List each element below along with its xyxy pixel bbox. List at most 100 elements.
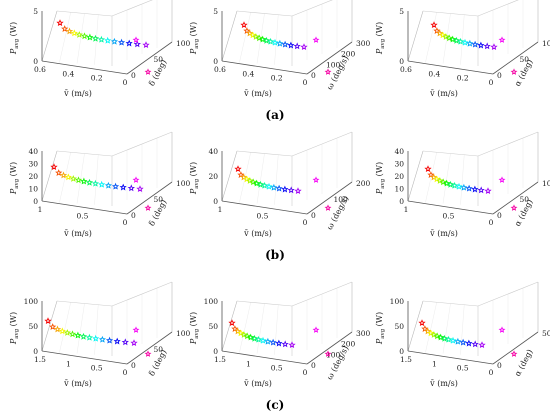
grid-line: [274, 154, 279, 205]
box-edge: [221, 10, 238, 62]
data-point: [234, 165, 242, 173]
data-point: [132, 326, 140, 333]
data-point: [68, 330, 77, 338]
data-point: [110, 37, 118, 45]
data-point: [324, 350, 332, 357]
data-point: [471, 340, 479, 348]
data-point: [484, 187, 492, 195]
data-point: [104, 36, 112, 44]
data-point: [275, 184, 283, 192]
y-axis-label: δ (deg): [147, 58, 168, 87]
data-point: [65, 27, 74, 35]
z-axis-label: Pavg (W): [189, 22, 200, 55]
data-point: [427, 329, 435, 337]
z-tick-label: 10: [394, 185, 404, 194]
data-point: [85, 333, 93, 341]
data-point: [61, 25, 69, 32]
data-point: [85, 178, 94, 186]
box-edge: [221, 150, 238, 202]
x-axis-label: v̄ (m/s): [63, 229, 92, 238]
box-edge: [41, 10, 58, 62]
x-tick-label: 1: [404, 205, 409, 214]
x-axis-line: [407, 350, 494, 365]
x-tick-label: 0: [123, 218, 128, 227]
x-tick-label: 0.4: [428, 69, 440, 78]
z-axis-label: Pavg (W): [9, 312, 20, 345]
y-tick-label: 0: [497, 211, 502, 220]
data-point: [442, 33, 450, 40]
x-axis-label: v̄ (m/s): [429, 89, 458, 98]
data-point: [118, 38, 126, 46]
x-axis-line: [407, 200, 494, 215]
data-point: [243, 175, 251, 183]
z-tick-label: 0: [399, 347, 404, 356]
x-tick-label: 1.5: [400, 355, 412, 364]
x-tick-label: 1.5: [34, 355, 46, 364]
x-tick-label: 0.4: [242, 69, 254, 78]
data-point: [312, 326, 320, 333]
data-point: [264, 337, 272, 345]
z-tick-label: 10: [28, 185, 38, 194]
data-point: [271, 38, 279, 46]
data-point: [439, 31, 447, 39]
data-point: [58, 327, 66, 335]
data-point: [104, 181, 112, 189]
y-axis-label: α (deg): [513, 198, 535, 228]
x-axis-line: [221, 200, 308, 215]
x-tick-label: 0.5: [443, 212, 455, 221]
data-point: [471, 40, 479, 48]
grid-line: [460, 154, 465, 205]
x-tick-label: 1: [432, 359, 437, 368]
x-tick-label: 0: [303, 218, 308, 227]
data-point: [443, 179, 451, 187]
y-tick-label: 0: [131, 211, 136, 220]
y-tick-label: 0: [311, 211, 316, 220]
data-point: [97, 35, 105, 43]
box-edge: [477, 0, 519, 17]
y-axis-label: α (deg): [513, 58, 535, 88]
y-tick-label: 0: [311, 361, 316, 370]
data-point: [436, 177, 444, 184]
x-tick-label: 0.6: [34, 65, 46, 74]
z-tick-label: 0: [399, 57, 404, 66]
data-point: [433, 27, 441, 34]
data-point: [56, 19, 64, 27]
box-edge: [291, 281, 353, 307]
y-tick-label: 50: [154, 345, 164, 354]
grid-line: [94, 154, 99, 205]
data-point: [418, 319, 426, 327]
box-edge: [56, 10, 113, 17]
box-edge: [407, 300, 424, 352]
data-point: [312, 176, 320, 183]
x-axis-label: v̄ (m/s): [429, 379, 458, 388]
z-axis-label: Pavg (W): [9, 162, 20, 195]
y-axis-line: [126, 181, 173, 215]
data-point: [75, 31, 83, 38]
row-label-b: (b): [265, 248, 285, 262]
data-point: [142, 41, 150, 49]
box-edge: [407, 10, 424, 62]
box-edge: [236, 300, 293, 307]
data-point: [294, 187, 302, 195]
x-axis-label: v̄ (m/s): [243, 379, 272, 388]
y-axis-line: [126, 331, 173, 365]
x-tick-label: 0.5: [77, 212, 89, 221]
z-tick-label: 0: [33, 57, 38, 66]
data-point: [80, 32, 89, 40]
data-point: [253, 179, 261, 187]
data-point: [59, 171, 68, 179]
data-point: [433, 175, 441, 183]
y-axis-line: [492, 181, 539, 215]
grid-line: [76, 303, 85, 354]
z-tick-label: 5: [399, 7, 404, 16]
box-edge: [111, 281, 173, 307]
y-tick-label: 300: [356, 39, 371, 48]
data-point: [106, 336, 114, 344]
data-point: [439, 178, 447, 186]
data-point: [136, 185, 144, 193]
y-axis-line: [306, 41, 353, 75]
